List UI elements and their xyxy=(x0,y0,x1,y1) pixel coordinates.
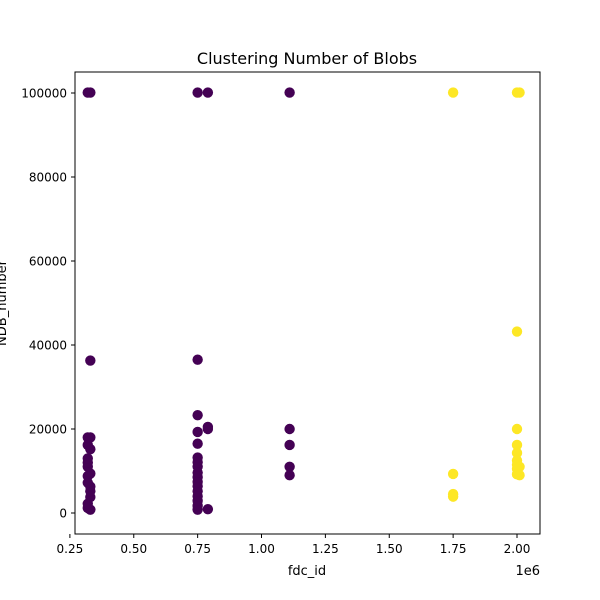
y-tick-label: 40000 xyxy=(29,339,67,353)
data-point-cluster_0-40 xyxy=(284,87,295,98)
data-point-cluster_0-34 xyxy=(192,426,203,438)
data-point-cluster_0-38 xyxy=(202,423,214,435)
x-tick-label: 2.00 xyxy=(504,542,531,556)
x-tick-label: 1.25 xyxy=(312,542,339,556)
data-point-cluster_0-43 xyxy=(284,461,295,472)
data-point-cluster_0-44 xyxy=(284,470,295,481)
x-tick-label: 0.25 xyxy=(57,542,84,556)
x-tick-label: 0.50 xyxy=(120,542,147,556)
x-tick-label: 0.75 xyxy=(184,542,211,556)
data-point-cluster_0-42 xyxy=(284,439,295,451)
data-point-cluster_1-7 xyxy=(511,423,523,435)
y-tick-label: 80000 xyxy=(29,171,67,185)
data-point-cluster_1-15 xyxy=(514,470,525,481)
data-point-cluster_1-2 xyxy=(514,87,525,98)
data-point-cluster_1-3 xyxy=(447,468,459,480)
data-point-cluster_0-13 xyxy=(82,453,93,464)
y-tick-label: 60000 xyxy=(29,255,67,269)
data-point-cluster_1-6 xyxy=(511,326,523,337)
y-tick-label: 20000 xyxy=(29,423,67,437)
data-point-cluster_0-19 xyxy=(192,87,203,98)
data-point-cluster_0-32 xyxy=(192,452,203,463)
data-point-cluster_0-41 xyxy=(284,423,295,435)
x-tick-label: 1.75 xyxy=(440,542,467,556)
x-ticks: 0.25 0.50 0.75 1.00 1.25 1.50 1.75 2.00 xyxy=(57,534,531,556)
data-point-cluster_0-39 xyxy=(202,504,214,515)
points-layer xyxy=(82,87,525,515)
data-point-cluster_0-35 xyxy=(192,409,203,421)
x-axis-label: fdc_id xyxy=(288,564,326,579)
data-point-cluster_0-1 xyxy=(85,87,96,98)
x-tick-label: 1.50 xyxy=(376,542,403,556)
chart-title: Clustering Number of Blobs xyxy=(197,49,417,68)
data-point-cluster_0-18 xyxy=(85,355,96,366)
y-tick-label: 0 xyxy=(59,507,67,521)
data-point-cluster_1-5 xyxy=(447,491,459,502)
y-ticks: 0 20000 40000 60000 80000 100000 xyxy=(21,87,75,521)
x-tick-label: 1.00 xyxy=(248,542,275,556)
data-point-cluster_0-36 xyxy=(192,354,203,365)
y-axis-label: NDB_number xyxy=(0,259,10,346)
data-point-cluster_1-8 xyxy=(511,439,523,451)
data-point-cluster_0-17 xyxy=(85,432,96,443)
plot-frame xyxy=(74,71,541,535)
y-tick-label: 100000 xyxy=(21,87,67,101)
data-point-cluster_1-0 xyxy=(447,87,459,98)
data-point-cluster_1-9 xyxy=(511,447,523,459)
data-point-cluster_0-20 xyxy=(202,87,214,98)
x-offset-label: 1e6 xyxy=(515,564,540,579)
data-point-cluster_0-33 xyxy=(192,438,203,449)
